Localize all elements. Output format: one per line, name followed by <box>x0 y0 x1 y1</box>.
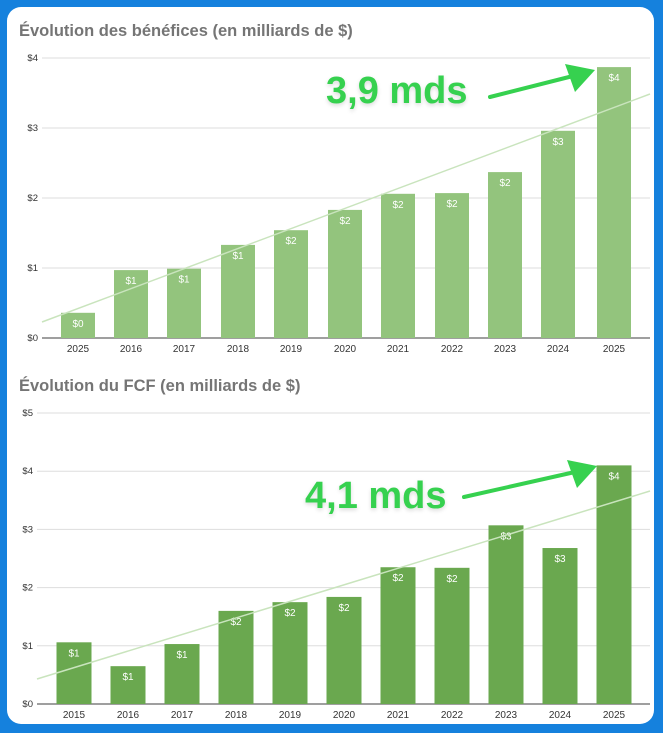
data-label: $4 <box>608 73 620 84</box>
trendline <box>41 93 651 323</box>
y-tick-label: $1 <box>27 263 38 274</box>
annotation-arrow-head-icon <box>565 64 595 92</box>
data-label: $2 <box>285 236 297 247</box>
data-label: $1 <box>178 275 190 286</box>
data-label: $2 <box>392 573 404 584</box>
fcf-annotation: 4,1 mds <box>305 475 447 517</box>
x-tick-label: 2019 <box>279 710 302 721</box>
x-tick-label: 2018 <box>227 344 250 355</box>
data-label: $2 <box>446 199 458 210</box>
data-label: $3 <box>552 137 564 148</box>
y-tick-label: $4 <box>22 466 33 477</box>
data-label: $2 <box>284 608 296 619</box>
data-label: $4 <box>608 471 620 482</box>
bar <box>435 193 469 338</box>
data-label: $3 <box>500 531 512 542</box>
x-tick-label: 2025 <box>603 710 626 721</box>
bar <box>434 567 470 704</box>
y-tick-label: $0 <box>22 699 33 710</box>
data-label: $0 <box>72 319 84 330</box>
y-tick-label: $4 <box>27 53 38 64</box>
data-label: $1 <box>176 650 188 661</box>
x-tick-label: 2021 <box>387 344 410 355</box>
y-tick-label: $0 <box>27 333 38 344</box>
bar <box>488 172 522 338</box>
bar <box>381 193 415 338</box>
annotation-arrow-shaft <box>462 470 577 499</box>
x-tick-label: 2022 <box>441 710 464 721</box>
benefits-annotation: 3,9 mds <box>326 70 468 112</box>
x-tick-label: 2024 <box>549 710 572 721</box>
benefits-chart: $0 $1 $2 $3 $4 $0 2025 $1 2016 $1 2017 $1 2018 $2 2019… <box>27 53 651 355</box>
bar <box>221 244 255 338</box>
chart-title-fcf: Évolution du FCF (en milliards de $) <box>19 377 301 395</box>
bar <box>541 130 575 338</box>
bar <box>326 596 362 704</box>
x-tick-label: 2021 <box>387 710 410 721</box>
y-tick-label: $1 <box>22 641 33 652</box>
bar <box>110 666 146 704</box>
x-tick-label: 2020 <box>334 344 357 355</box>
y-tick-label: $5 <box>22 408 33 419</box>
x-tick-label: 2016 <box>117 710 140 721</box>
x-tick-label: 2023 <box>494 344 517 355</box>
x-tick-label: 2025 <box>67 344 90 355</box>
x-tick-label: 2017 <box>173 344 196 355</box>
bar <box>56 642 92 704</box>
bar <box>328 209 362 338</box>
y-tick-label: $3 <box>27 123 38 134</box>
x-tick-label: 2022 <box>441 344 464 355</box>
bar <box>542 548 578 704</box>
x-tick-label: 2023 <box>495 710 518 721</box>
data-label: $2 <box>338 603 350 614</box>
annotation-arrow-head-icon <box>567 460 597 488</box>
data-label: $2 <box>499 178 511 189</box>
x-tick-label: 2018 <box>225 710 248 721</box>
bar <box>218 610 254 704</box>
data-label: $1 <box>125 276 137 287</box>
bar <box>380 567 416 704</box>
data-label: $3 <box>554 554 566 565</box>
data-label: $1 <box>232 251 244 262</box>
chart-title-benefits: Évolution des bénéfices (en milliards de… <box>19 22 353 40</box>
bar <box>272 602 308 704</box>
data-label: $2 <box>230 617 242 628</box>
data-label: $1 <box>122 672 134 683</box>
x-tick-label: 2019 <box>280 344 303 355</box>
bar <box>164 644 200 704</box>
bar <box>61 312 95 338</box>
bar <box>488 525 524 704</box>
bar <box>114 270 148 338</box>
data-label: $2 <box>392 200 404 211</box>
bar <box>167 268 201 338</box>
bar <box>596 465 632 704</box>
data-label: $2 <box>339 216 351 227</box>
annotation-arrow-shaft <box>488 74 575 99</box>
data-label: $2 <box>446 574 458 585</box>
y-tick-label: $3 <box>22 524 33 535</box>
x-tick-label: 2024 <box>547 344 570 355</box>
bar <box>274 230 308 338</box>
x-tick-label: 2020 <box>333 710 356 721</box>
x-tick-label: 2015 <box>63 710 86 721</box>
x-tick-label: 2016 <box>120 344 143 355</box>
x-tick-label: 2017 <box>171 710 194 721</box>
trendline <box>36 490 651 680</box>
data-label: $1 <box>68 648 80 659</box>
y-tick-label: $2 <box>22 583 33 594</box>
y-tick-label: $2 <box>27 193 38 204</box>
x-tick-label: 2025 <box>603 344 626 355</box>
